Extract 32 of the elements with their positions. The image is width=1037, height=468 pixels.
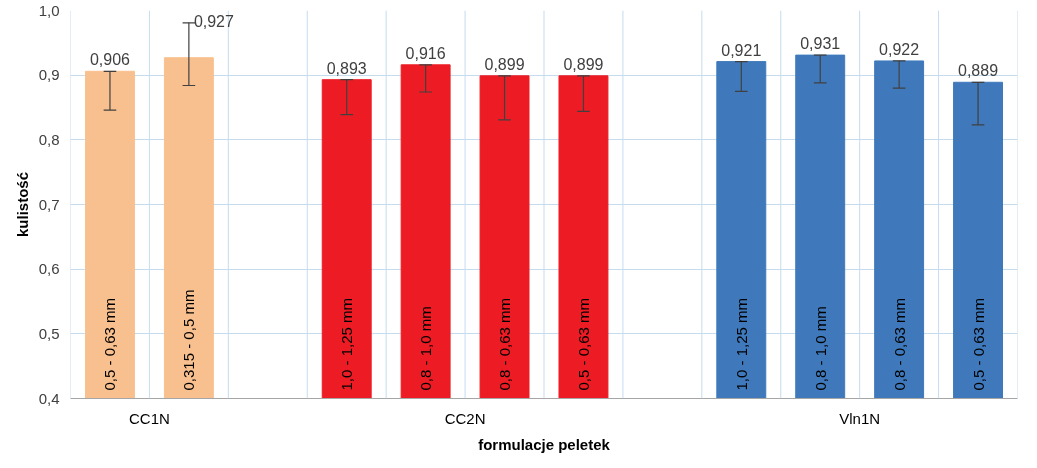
data-label: 0,893 (326, 59, 367, 77)
data-label: 0,906 (89, 51, 131, 69)
x-tick-label: 0,8 - 0,63 mm (496, 297, 514, 391)
data-label: 0,916 (405, 44, 446, 62)
x-tick-label: 1,0 - 1,25 mm (732, 297, 750, 391)
y-tick-label: 0,6 (38, 260, 60, 278)
series-label: CC1N (129, 409, 170, 427)
data-label: 0,921 (721, 41, 762, 59)
y-tick-label: 0,5 (38, 324, 60, 342)
data-label: 0,922 (879, 40, 920, 58)
x-tick-label: 0,8 - 0,63 mm (890, 297, 908, 391)
x-tick-label: 0,5 - 0,63 mm (969, 297, 987, 391)
series-label: CC2N (444, 409, 486, 427)
data-label: 0,899 (484, 55, 525, 73)
y-tick-label: 0,4 (38, 389, 60, 407)
x-tick-label: 0,5 - 0,63 mm (574, 297, 592, 391)
x-axis-title: formulacje peletek (478, 435, 611, 453)
x-tick-label: 1,0 - 1,25 mm (338, 297, 356, 391)
x-tick-label: 0,8 - 1,0 mm (811, 306, 829, 391)
x-tick-label: 0,315 - 0,5 mm (180, 289, 198, 391)
x-tick-label: 0,8 - 1,0 mm (417, 306, 435, 391)
y-tick-label: 0,8 (38, 130, 60, 148)
data-label: 0,889 (958, 62, 999, 80)
data-label: 0,931 (800, 35, 841, 53)
y-tick-label: 1,0 (38, 1, 60, 19)
x-tick-label: 0,5 - 0,63 mm (101, 297, 119, 391)
data-label: 0,927 (193, 12, 235, 30)
series-label: Vln1N (839, 409, 881, 427)
data-label: 0,899 (563, 55, 604, 73)
y-tick-label: 0,9 (38, 66, 60, 84)
y-axis-title: kulistość (13, 171, 31, 238)
y-tick-label: 0,7 (38, 195, 60, 213)
